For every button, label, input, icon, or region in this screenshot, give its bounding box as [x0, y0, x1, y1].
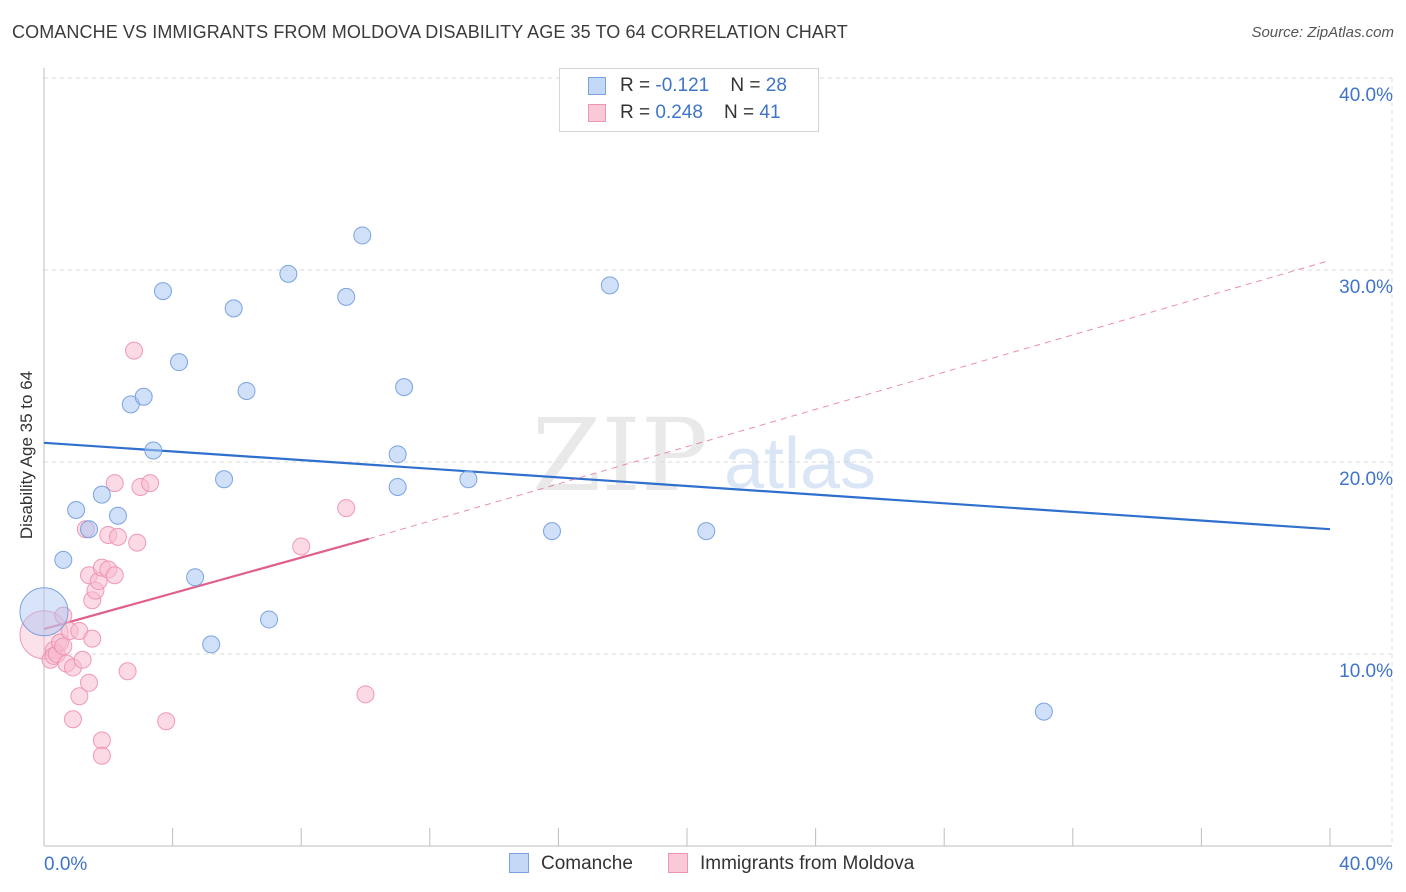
comanche-point: [388, 477, 407, 496]
comanche-point: [697, 522, 716, 541]
watermark-atlas: atlas: [724, 424, 876, 504]
moldova-point: [125, 341, 144, 360]
y-tick-label: 20.0%: [1339, 469, 1393, 490]
gridlines: [44, 77, 1393, 846]
moldova-point: [141, 474, 160, 493]
comanche-point: [1034, 702, 1053, 721]
moldova-point: [157, 712, 176, 731]
comanche-point: [353, 226, 372, 245]
comanche-point: [108, 506, 127, 525]
comanche-point: [19, 587, 69, 637]
y-tick-label: 10.0%: [1339, 661, 1393, 682]
moldova-point: [83, 629, 102, 648]
comanche-point: [542, 522, 561, 541]
legend-text-comanche: R = -0.121 N = 28: [620, 75, 787, 96]
comanche-point: [170, 353, 189, 372]
comanche-point: [144, 441, 163, 460]
source-attribution: Source: ZipAtlas.com: [1251, 24, 1394, 41]
series-swatch-moldova: [668, 853, 688, 873]
comanche-point: [388, 445, 407, 464]
chart-title: COMANCHE VS IMMIGRANTS FROM MOLDOVA DISA…: [12, 22, 848, 42]
comanche-point: [153, 282, 172, 301]
comanche-point: [202, 635, 221, 654]
comanche-point: [260, 610, 279, 629]
comanche-point: [224, 299, 243, 318]
data-points: [19, 226, 1053, 765]
y-axis-label: Disability Age 35 to 64: [17, 370, 36, 540]
moldova-point: [92, 746, 111, 765]
legend-swatch-comanche: [588, 77, 606, 95]
y-axis-label-wrap: Disability Age 35 to 64: [14, 290, 40, 620]
watermark: ZIP atlas: [532, 397, 876, 514]
moldova-point: [128, 533, 147, 552]
moldova-point: [54, 637, 73, 656]
comanche-point: [67, 501, 86, 519]
y-tick-label: 40.0%: [1339, 85, 1393, 106]
trend-line-extension-1: [368, 259, 1331, 540]
comanche-point: [337, 287, 356, 306]
trend-line-1: [43, 537, 370, 631]
moldova-point: [118, 662, 137, 681]
moldova-point: [105, 474, 124, 493]
x-tick-label: 0.0%: [44, 854, 87, 875]
trend-line-0: [43, 441, 1331, 531]
comanche-point: [186, 568, 205, 587]
moldova-point: [105, 566, 124, 585]
moldova-point: [356, 685, 375, 704]
comanche-point: [80, 520, 99, 539]
y-tick-label: 30.0%: [1339, 277, 1393, 298]
legend-text-moldova: R = 0.248 N = 41: [620, 102, 781, 123]
series-swatch-comanche: [509, 853, 529, 873]
legend-swatch-moldova: [588, 104, 606, 122]
comanche-point: [215, 470, 234, 489]
x-tick-label: 40.0%: [1339, 854, 1393, 875]
moldova-point: [63, 710, 82, 729]
axes: [43, 68, 1392, 847]
moldova-point: [292, 537, 311, 556]
watermark-zip: ZIP: [532, 397, 708, 514]
comanche-point: [134, 387, 153, 406]
tick-labels: 10.0% 20.0% 30.0% 40.0% 0.0% 40.0%: [44, 85, 1393, 875]
comanche-point: [459, 470, 478, 489]
moldova-point: [80, 673, 99, 692]
moldova-point: [92, 731, 111, 750]
comanche-point: [92, 485, 111, 504]
moldova-point: [108, 527, 127, 546]
moldova-point: [70, 687, 89, 706]
comanche-point: [600, 276, 619, 295]
comanche-point: [237, 381, 256, 400]
moldova-point: [337, 499, 356, 518]
trend-lines: [43, 259, 1331, 631]
correlation-legend: R = -0.121 N = 28 R = 0.248 N = 41: [559, 68, 819, 132]
moldova-point: [73, 650, 92, 669]
series-label-comanche: Comanche: [541, 853, 633, 874]
comanche-point: [279, 264, 298, 283]
series-label-moldova: Immigrants from Moldova: [700, 853, 915, 874]
comanche-point: [54, 550, 73, 569]
comanche-point: [395, 378, 414, 397]
